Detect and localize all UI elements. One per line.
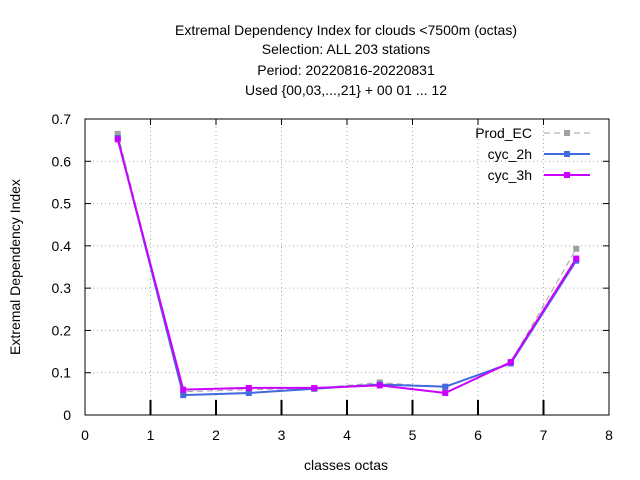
chart-title: Extremal Dependency Index for clouds <75… xyxy=(175,22,517,98)
data-point xyxy=(573,255,580,262)
legend-marker xyxy=(564,151,570,157)
y-tick-label: 0.7 xyxy=(52,111,72,127)
x-tick-label: 8 xyxy=(605,427,613,443)
series-line xyxy=(116,139,578,395)
data-point xyxy=(114,130,121,137)
x-tick-label: 5 xyxy=(409,427,417,443)
y-tick-label: 0.5 xyxy=(52,196,72,212)
y-axis-label: Extremal Dependency Index xyxy=(7,179,23,355)
grid xyxy=(85,119,609,415)
data-point xyxy=(245,384,252,391)
title-line-4: Used {00,03,...,21} + 00 01 ... 12 xyxy=(245,82,447,98)
axes: 0 1 2 3 4 5 6 7 8 0 0.1 0.2 0.3 0.4 0.5 0.6 0.7 xyxy=(52,111,614,443)
data-point xyxy=(114,136,121,143)
y-tick-label: 0.4 xyxy=(52,238,72,254)
x-tick-label: 6 xyxy=(474,427,482,443)
x-axis-label: classes octas xyxy=(304,457,388,473)
data-point xyxy=(180,392,187,399)
x-tick-label: 4 xyxy=(343,427,351,443)
y-tick-label: 0 xyxy=(63,407,71,423)
data-point xyxy=(180,386,187,393)
title-line-2: Selection: ALL 203 stations xyxy=(262,41,430,57)
legend-label: cyc_3h xyxy=(488,167,532,183)
x-tick-label: 7 xyxy=(540,427,548,443)
y-tick-label: 0.6 xyxy=(52,153,72,169)
data-point xyxy=(376,382,383,389)
x-tick-label: 1 xyxy=(147,427,155,443)
y-tick-label: 0.3 xyxy=(52,280,72,296)
title-line-3: Period: 20220816-20220831 xyxy=(257,62,435,78)
title-line-1: Extremal Dependency Index for clouds <75… xyxy=(175,22,517,38)
series xyxy=(114,130,580,399)
legend-marker xyxy=(564,172,570,178)
data-point xyxy=(245,390,252,397)
y-tick-label: 0.1 xyxy=(52,365,72,381)
legend-label: Prod_EC xyxy=(475,125,532,141)
legend-label: cyc_2h xyxy=(488,146,532,162)
data-point xyxy=(507,359,514,366)
x-tick-label: 3 xyxy=(278,427,286,443)
legend: Prod_EC cyc_2h cyc_3h xyxy=(475,125,590,183)
data-point xyxy=(442,390,449,397)
series-line xyxy=(117,133,577,393)
y-tick-label: 0.2 xyxy=(52,322,72,338)
data-point xyxy=(573,245,580,252)
series-cyc_3h xyxy=(114,136,580,397)
legend-marker xyxy=(564,130,570,136)
data-point xyxy=(442,383,449,390)
x-tick-label: 2 xyxy=(212,427,220,443)
x-tick-label: 0 xyxy=(81,427,89,443)
data-point xyxy=(311,384,318,391)
